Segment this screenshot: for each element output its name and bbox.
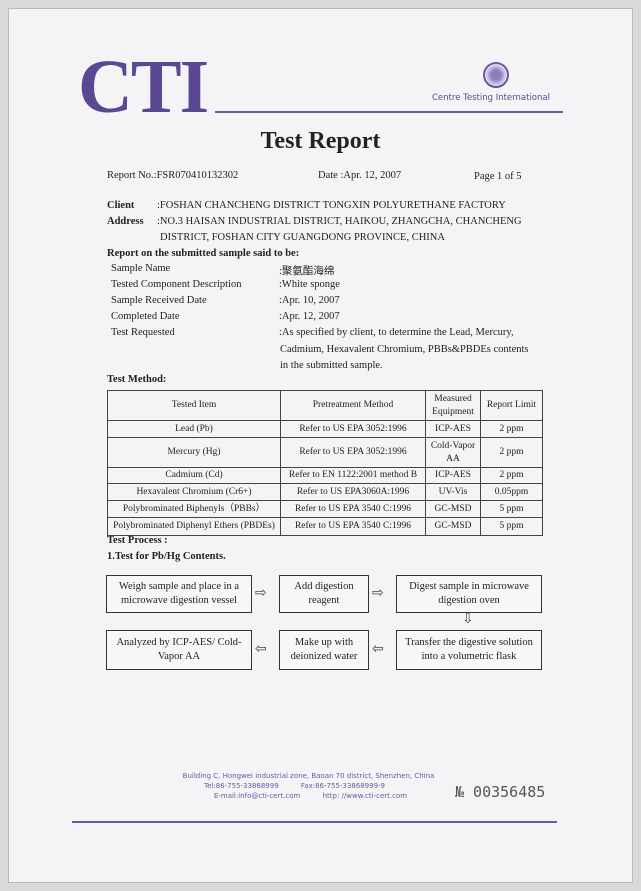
sample-label: Test Requested [111,327,175,338]
table-row: Hexavalent Chromium (Cr6+) Refer to US EP… [107,483,543,501]
page-number: Page 1 of 5 [474,171,522,182]
cell: ICP-AES [425,467,481,484]
table-row: Polybrominated Diphenyl Ethers (PBDEs) Re… [107,517,543,536]
cell: 0.05ppm [480,483,543,501]
cell: Refer to EN 1122:2001 method B [280,467,426,484]
flow-step: Transfer the digestive solution into a v… [396,630,542,670]
footer-contact: E-mail:info@cti-cert.com http: //www.cti… [213,792,408,800]
cell: ICP-AES [425,420,481,438]
flow-step: Digest sample in microwave digestion ove… [396,575,542,613]
cell: 5 ppm [480,500,543,518]
table-row: Polybrominated Biphenyls（PBBs） Refer to U… [107,500,543,518]
sample-value: Cadmium, Hexavalent Chromium, PBBs&PBDEs… [280,344,529,355]
sample-value: :White sponge [279,279,340,290]
serial-number: № 00356485 [455,783,546,801]
globe-logo-icon [483,62,509,88]
flow-step: Add digestion reagent [279,575,369,613]
table-row: Cadmium (Cd) Refer to EN 1122:2001 method… [107,467,543,484]
cell: 2 ppm [480,420,543,438]
flow-step: Analyzed by ICP-AES/ Cold-Vapor AA [106,630,252,670]
sample-label: Tested Component Description [111,279,242,290]
cti-logo: CTI [78,45,209,129]
cell: Lead (Pb) [107,420,281,438]
cell: GC-MSD [425,517,481,536]
address-line: :NO.3 HAISAN INDUSTRIAL DISTRICT, HAIKOU… [157,216,522,227]
sample-value: in the submitted sample. [280,360,383,371]
sample-value: :聚氨酯海绵 [279,266,335,277]
method-heading: Test Method: [107,374,167,385]
column-header: Measured Equipment [425,390,481,421]
client-value: :FOSHAN CHANCHENG DISTRICT TONGXIN POLYU… [157,200,506,211]
cell: 5 ppm [480,517,543,536]
address-label: Address [107,216,144,227]
arrow-left-icon: ⇦ [255,642,267,657]
cell: Polybrominated Biphenyls（PBBs） [107,500,281,518]
cell: 2 ppm [480,467,543,484]
sample-label: Sample Received Date [111,295,207,306]
client-label: Client [107,200,135,211]
column-header: Tested Item [107,390,281,421]
process-subheading: 1.Test for Pb/Hg Contents. [107,551,226,562]
cell: Cadmium (Cd) [107,467,281,484]
cell: Refer to US EPA 3052:1996 [280,420,426,438]
header-rule [215,111,563,113]
cell: Hexavalent Chromium (Cr6+) [107,483,281,501]
sample-heading: Report on the submitted sample said to b… [107,248,300,259]
flow-step: Weigh sample and place in a microwave di… [106,575,252,613]
cell: GC-MSD [425,500,481,518]
arrow-right-icon: ⇨ [372,586,384,601]
table-row: Lead (Pb) Refer to US EPA 3052:1996 ICP-AE… [107,420,543,438]
column-header: Pretreatment Method [280,390,426,421]
page-title: Test Report [260,128,381,154]
flow-step: Make up with deionized water [279,630,369,670]
footer-rule [72,821,557,823]
arrow-left-icon: ⇦ [372,642,384,657]
cell: UV-Vis [425,483,481,501]
cell: Refer to US EPA 3540 C:1996 [280,517,426,536]
sample-value: :Apr. 12, 2007 [279,311,340,322]
column-header: Report Limit [480,390,543,421]
test-method-table: Tested Item Pretreatment Method Measured… [107,390,543,536]
arrow-down-icon: ⇩ [462,612,474,627]
table-header-row: Tested Item Pretreatment Method Measured… [107,390,543,421]
cell: Refer to US EPA 3052:1996 [280,437,426,468]
cell: 2 ppm [480,437,543,468]
sample-label: Sample Name [111,263,171,274]
process-heading: Test Process : [107,535,168,546]
cell: Refer to US EPA 3540 C:1996 [280,500,426,518]
footer-address: Building C, Hongwei industrial zone, Bao… [182,772,435,780]
report-date: Date :Apr. 12, 2007 [318,170,402,181]
arrow-right-icon: ⇨ [255,586,267,601]
company-name: Centre Testing International [432,93,550,103]
cell: Mercury (Hg) [107,437,281,468]
cell: Refer to US EPA3060A:1996 [280,483,426,501]
report-number: Report No.:FSR070410132302 [107,170,239,181]
cell: Cold-Vapor AA [425,437,481,468]
cell: Polybrominated Diphenyl Ethers (PBDEs) [107,517,281,536]
sample-value: :As specified by client, to determine th… [279,327,514,338]
footer-phone: Tel:86-755-33868999 Fax:86-755-33868999-… [204,782,385,790]
address-line: DISTRICT, FOSHAN CITY GUANGDONG PROVINCE… [160,232,445,243]
table-row: Mercury (Hg) Refer to US EPA 3052:1996 Col… [107,437,543,468]
sample-value: :Apr. 10, 2007 [279,295,340,306]
sample-label: Completed Date [111,311,180,322]
